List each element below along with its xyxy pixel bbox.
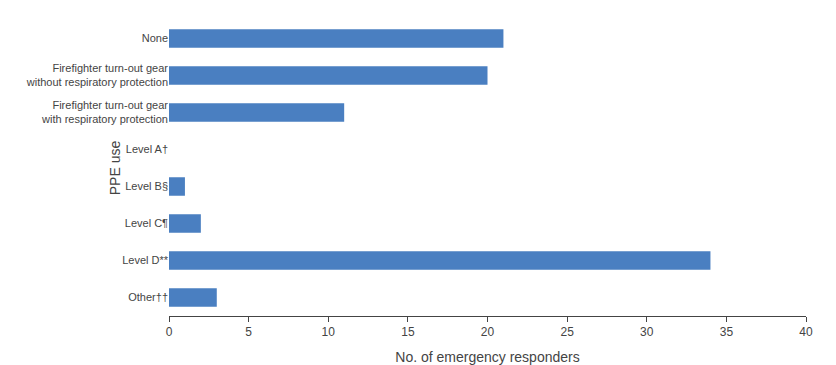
svg-text:15: 15	[401, 325, 415, 339]
svg-text:PPE use: PPE use	[107, 141, 123, 196]
svg-text:Level C¶: Level C¶	[125, 217, 168, 229]
svg-text:Firefighter turn-out gearwith: Firefighter turn-out gearwith respirator…	[41, 99, 168, 125]
svg-text:30: 30	[640, 325, 654, 339]
svg-text:5: 5	[245, 325, 252, 339]
svg-text:None: None	[142, 32, 168, 44]
svg-text:Firefighter turn-out gearwitho: Firefighter turn-out gearwithout respira…	[26, 62, 169, 88]
svg-text:Level A†: Level A†	[126, 143, 168, 155]
svg-text:Other††: Other††	[128, 291, 168, 303]
svg-text:Level D**: Level D**	[122, 254, 169, 266]
svg-text:20: 20	[481, 325, 495, 339]
svg-text:40: 40	[799, 325, 813, 339]
svg-text:35: 35	[720, 325, 734, 339]
svg-text:No. of emergency responders: No. of emergency responders	[395, 349, 579, 365]
svg-text:0: 0	[166, 325, 173, 339]
svg-text:Level B§: Level B§	[125, 180, 168, 192]
svg-text:25: 25	[560, 325, 574, 339]
svg-text:10: 10	[322, 325, 336, 339]
